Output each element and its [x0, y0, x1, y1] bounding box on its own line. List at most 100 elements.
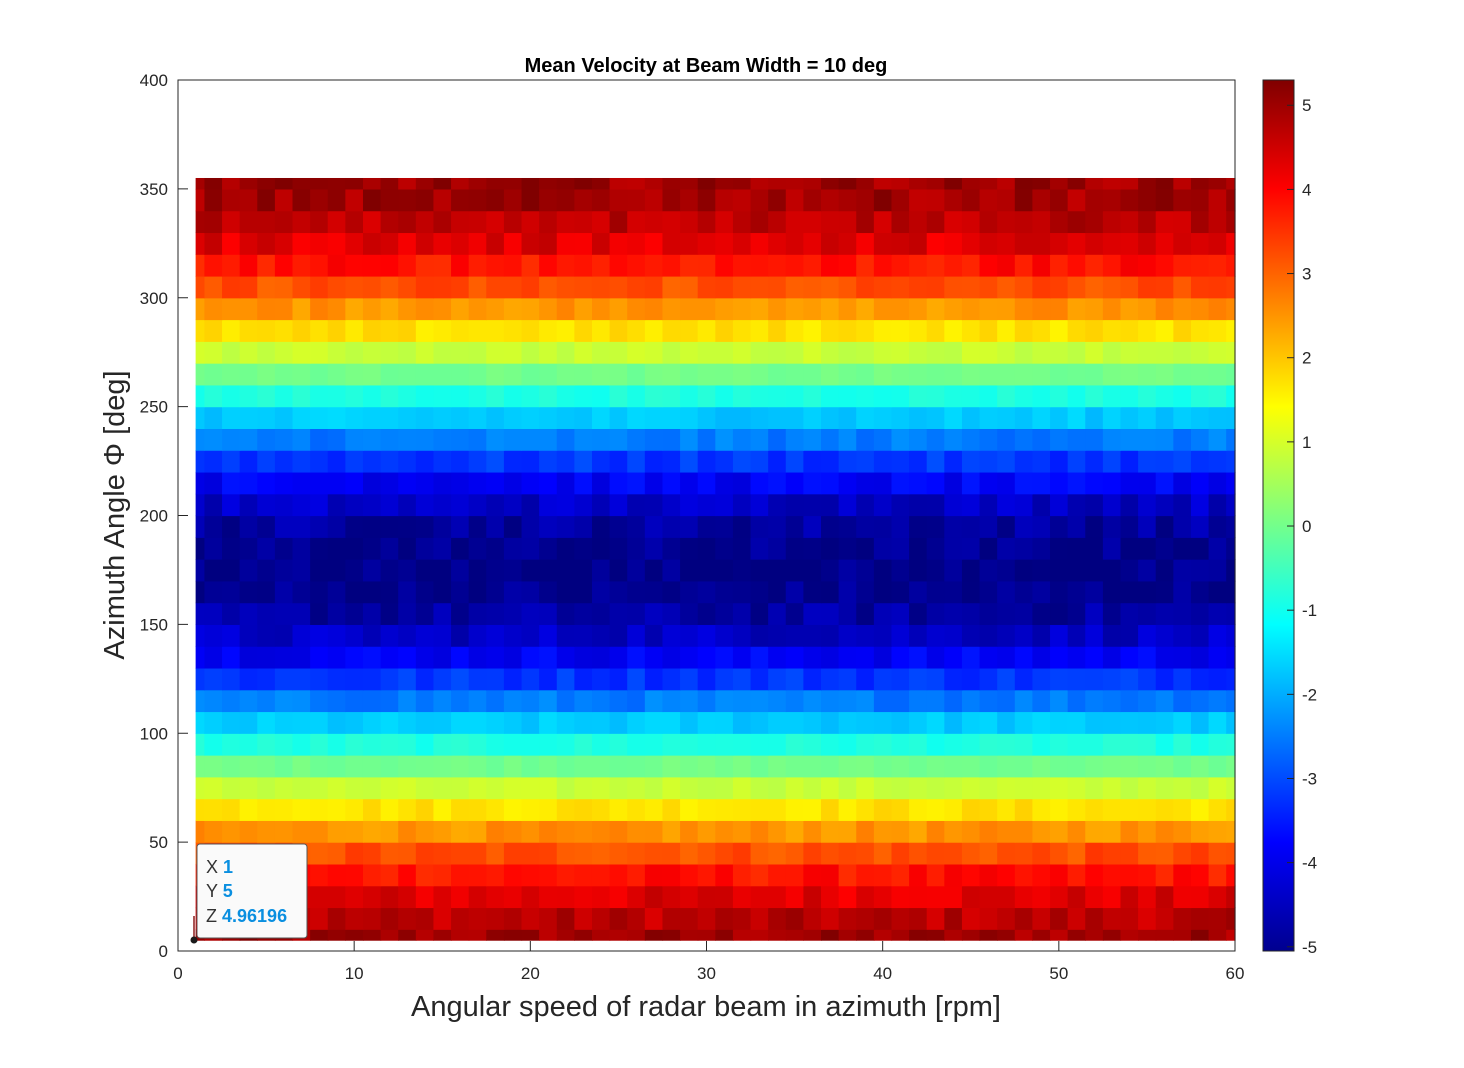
heatmap-cell	[768, 755, 787, 778]
heatmap-cell	[345, 929, 364, 941]
heatmap-cell	[891, 319, 910, 342]
heatmap-cell	[1208, 297, 1227, 321]
heatmap-cell	[680, 363, 699, 386]
heatmap-cell	[345, 798, 364, 821]
heatmap-cell	[715, 232, 734, 255]
heatmap-cell	[891, 210, 910, 234]
heatmap-cell	[380, 450, 399, 473]
heatmap-cell	[521, 341, 540, 364]
datatip-marker[interactable]	[190, 936, 198, 944]
heatmap-cell	[627, 384, 646, 408]
heatmap-cell	[1208, 646, 1227, 669]
heatmap-cell	[715, 711, 734, 734]
heatmap-cell	[873, 755, 893, 778]
heatmap-cell	[1120, 624, 1139, 647]
heatmap-cell	[327, 863, 346, 887]
heatmap-cell	[257, 798, 276, 821]
heatmap-cell	[1032, 428, 1051, 451]
heatmap-cell	[1138, 537, 1157, 560]
heatmap-cell	[468, 885, 487, 909]
heatmap-cell	[503, 755, 523, 778]
heatmap-cell	[486, 929, 505, 941]
heatmap-cell	[1155, 929, 1174, 941]
heatmap-cell	[486, 711, 505, 734]
heatmap-cell	[1226, 428, 1236, 451]
heatmap-cell	[785, 297, 804, 321]
heatmap-cell	[856, 254, 875, 277]
heatmap-cell	[609, 297, 628, 321]
heatmap-cell	[821, 580, 840, 604]
heatmap-cell	[195, 428, 206, 451]
heatmap-cell	[503, 471, 523, 495]
heatmap-cell	[292, 297, 311, 321]
heatmap-cell	[362, 210, 382, 234]
heatmap-cell	[1190, 471, 1210, 495]
heatmap-cell	[591, 384, 611, 408]
heatmap-cell	[433, 341, 452, 364]
heatmap-cell	[891, 885, 910, 909]
heatmap-cell	[222, 580, 241, 604]
heatmap-cell	[821, 297, 840, 321]
heatmap-cell	[768, 232, 787, 255]
heatmap-cell	[310, 177, 329, 190]
heatmap-cell	[926, 471, 945, 495]
heatmap-cell	[327, 275, 346, 299]
heatmap-cell	[785, 820, 804, 843]
heatmap-cell	[644, 428, 664, 451]
heatmap-cell	[891, 537, 910, 560]
heatmap-cell	[468, 776, 487, 800]
heatmap-cell	[1208, 624, 1227, 647]
heatmap-cell	[345, 406, 364, 429]
heatmap-cell	[785, 755, 804, 778]
heatmap-cell	[556, 689, 575, 713]
heatmap-cell	[195, 188, 206, 212]
heatmap-cell	[803, 537, 822, 560]
heatmap-cell	[803, 428, 822, 451]
heatmap-cell	[239, 254, 258, 277]
heatmap-cell	[821, 602, 840, 625]
heatmap-cell	[821, 363, 840, 386]
heatmap-cell	[503, 275, 523, 299]
heatmap-cell	[415, 275, 435, 299]
heatmap-cell	[1032, 384, 1051, 408]
heatmap-cell	[1120, 210, 1139, 234]
heatmap-cell	[838, 471, 857, 495]
heatmap-cell	[1155, 254, 1174, 277]
heatmap-cell	[1226, 254, 1236, 277]
heatmap-cell	[768, 820, 787, 843]
heatmap-cell	[1138, 711, 1157, 734]
heatmap-cell	[503, 450, 523, 473]
heatmap-cell	[750, 537, 769, 560]
heatmap-cell	[1226, 210, 1236, 234]
heatmap-cell	[433, 907, 452, 930]
heatmap-cell	[1102, 319, 1122, 342]
heatmap-cell	[521, 755, 540, 778]
heatmap-cell	[609, 798, 628, 821]
heatmap-cell	[1050, 820, 1069, 843]
heatmap-cell	[1102, 907, 1122, 930]
heatmap-cell	[1050, 559, 1069, 582]
heatmap-cell	[997, 689, 1016, 713]
heatmap-cell	[803, 341, 822, 364]
heatmap-cell	[662, 210, 681, 234]
datatip[interactable]: X 1 Y 5 Z 4.96196	[190, 843, 308, 944]
heatmap-cell	[909, 863, 928, 887]
heatmap-cell	[750, 602, 769, 625]
heatmap-cell	[556, 275, 575, 299]
heatmap-cell	[539, 689, 558, 713]
heatmap-cell	[997, 254, 1016, 277]
heatmap-cell	[292, 580, 311, 604]
heatmap-cell	[609, 776, 628, 800]
heatmap-cell	[1138, 885, 1157, 909]
heatmap-cell	[1067, 177, 1086, 190]
heatmap-cell	[821, 319, 840, 342]
heatmap-cell	[944, 254, 963, 277]
heatmap-cell	[486, 275, 505, 299]
heatmap-cell	[944, 929, 963, 941]
heatmap-cell	[697, 602, 716, 625]
heatmap-cell	[997, 319, 1016, 342]
heatmap-cell	[821, 450, 840, 473]
heatmap-cell	[873, 177, 893, 190]
heatmap-cell	[715, 254, 734, 277]
heatmap-cell	[609, 384, 628, 408]
